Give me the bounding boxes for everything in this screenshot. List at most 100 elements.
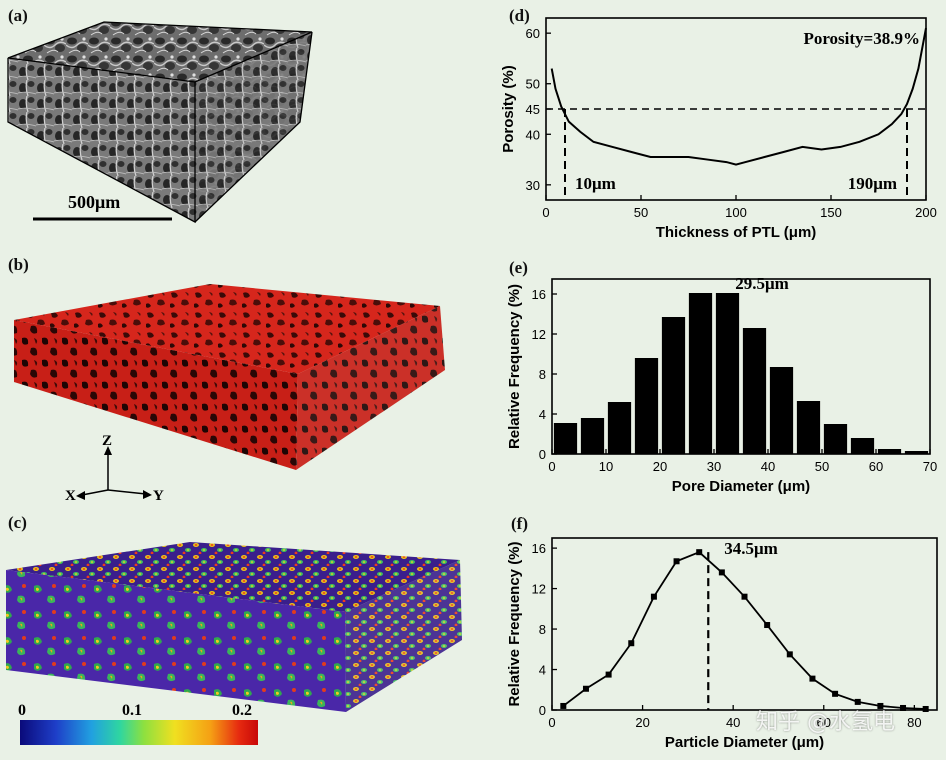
y-tick-label: 60 xyxy=(526,26,540,41)
porosity-line xyxy=(550,27,927,166)
histogram-bar xyxy=(661,317,686,454)
y-tick-label: 12 xyxy=(532,582,546,597)
panel-a-label: (a) xyxy=(8,6,28,25)
chart-d: 0 50 100 150 200 30 40 45 50 60 Thickness of PTL (… xyxy=(500,17,937,241)
histogram-bar xyxy=(553,423,578,454)
y-tick-label: 16 xyxy=(532,287,546,302)
annotation-particle-peak: 34.5μm xyxy=(724,539,778,558)
particle-line xyxy=(562,551,926,710)
colorbar xyxy=(20,720,258,745)
y-tick-label: 0 xyxy=(539,703,546,718)
histogram-bar xyxy=(715,293,740,454)
colorbar-tick-2: 0.2 xyxy=(232,702,252,719)
x-tick-label: 80 xyxy=(907,715,921,730)
y-axis-title: Porosity (%) xyxy=(500,65,517,153)
particle-point xyxy=(718,569,725,576)
histogram-bar xyxy=(769,367,794,454)
panel-b-block xyxy=(14,284,445,470)
panel-a-block xyxy=(7,21,313,224)
watermark: 知乎 @水氢电 xyxy=(756,710,895,735)
particle-point xyxy=(877,702,884,709)
histogram-bar xyxy=(688,293,713,454)
particle-point xyxy=(628,640,635,647)
annotation-porosity: Porosity=38.9% xyxy=(803,29,920,48)
scale-bar-label: 500μm xyxy=(68,192,121,212)
x-tick-label: 20 xyxy=(635,715,649,730)
y-tick-label: 50 xyxy=(526,77,540,92)
axis-z-label: Z xyxy=(102,433,113,449)
particle-point xyxy=(560,702,567,709)
particle-point xyxy=(741,593,748,600)
x-tick-label: 60 xyxy=(869,459,883,474)
annotation-pore-peak: 29.5μm xyxy=(735,274,789,293)
y-tick-label: 45 xyxy=(526,102,540,117)
histogram-bar xyxy=(607,402,632,454)
particle-point xyxy=(696,549,703,556)
histogram-bar xyxy=(634,358,659,454)
y-tick-label: 12 xyxy=(532,327,546,342)
colorbar-tick-0: 0 xyxy=(18,702,26,719)
annotation-left-marker: 10μm xyxy=(575,174,616,193)
particle-point xyxy=(786,651,793,658)
chart-f: 0 20 40 60 80 0 4 8 12 16 Particle Diameter (μm) Re… xyxy=(506,537,938,751)
annotation-right-marker: 190μm xyxy=(848,174,897,193)
histogram-bar xyxy=(850,438,875,454)
x-tick-label: 10 xyxy=(599,459,613,474)
particle-point xyxy=(582,685,589,692)
particle-point xyxy=(764,622,771,629)
particle-point xyxy=(854,698,861,705)
axis-x-label: X xyxy=(65,488,76,504)
histogram-bar xyxy=(823,424,848,454)
x-tick-label: 0 xyxy=(542,205,549,220)
x-tick-label: 50 xyxy=(634,205,648,220)
x-axis-title: Pore Diameter (μm) xyxy=(672,478,810,495)
chart-e: 0 10 20 30 40 50 60 70 0 4 8 12 16 Pore Diameter (μm)… xyxy=(506,274,937,495)
histogram-bar xyxy=(580,418,605,454)
x-tick-label: 0 xyxy=(548,715,555,730)
x-tick-label: 60 xyxy=(817,715,831,730)
x-axis-title: Thickness of PTL (μm) xyxy=(656,224,817,241)
histogram-bar xyxy=(904,451,929,454)
y-tick-label: 40 xyxy=(526,127,540,142)
colorbar-tick-1: 0.1 xyxy=(122,702,142,719)
y-tick-label: 8 xyxy=(539,622,546,637)
histogram-bar xyxy=(796,401,821,454)
y-tick-label: 30 xyxy=(526,178,540,193)
y-tick-label: 0 xyxy=(539,447,546,462)
plot-frame xyxy=(551,537,938,711)
particle-point xyxy=(900,704,907,711)
x-tick-label: 150 xyxy=(820,205,842,220)
particle-point xyxy=(832,690,839,697)
plot-frame xyxy=(551,278,931,455)
axes-triad xyxy=(76,446,152,500)
x-tick-label: 20 xyxy=(653,459,667,474)
axis-y-label: Y xyxy=(153,488,164,504)
particle-point xyxy=(673,558,680,565)
panel-f-label: (f) xyxy=(511,514,528,533)
x-tick-label: 30 xyxy=(707,459,721,474)
x-tick-label: 0 xyxy=(548,459,555,474)
panel-c-label: (c) xyxy=(8,513,27,532)
y-tick-label: 8 xyxy=(539,367,546,382)
x-tick-label: 50 xyxy=(815,459,829,474)
histogram-bar xyxy=(877,449,902,454)
particle-point xyxy=(605,671,612,678)
particle-point xyxy=(650,593,657,600)
x-axis-title: Particle Diameter (μm) xyxy=(665,734,824,751)
panel-e-label: (e) xyxy=(509,258,528,277)
particle-point xyxy=(809,675,816,682)
x-tick-label: 100 xyxy=(725,205,747,220)
particle-point xyxy=(922,705,929,712)
x-tick-label: 40 xyxy=(761,459,775,474)
panel-c-block xyxy=(6,542,462,712)
y-axis-title: Relative Frequency (%) xyxy=(506,541,523,706)
y-tick-label: 4 xyxy=(539,407,546,422)
panel-d-label: (d) xyxy=(509,6,530,25)
y-tick-label: 16 xyxy=(532,541,546,556)
histogram-bar xyxy=(742,328,767,454)
x-tick-label: 200 xyxy=(915,205,937,220)
y-axis-title: Relative Frequency (%) xyxy=(506,284,523,449)
x-tick-label: 40 xyxy=(726,715,740,730)
y-tick-label: 4 xyxy=(539,663,546,678)
